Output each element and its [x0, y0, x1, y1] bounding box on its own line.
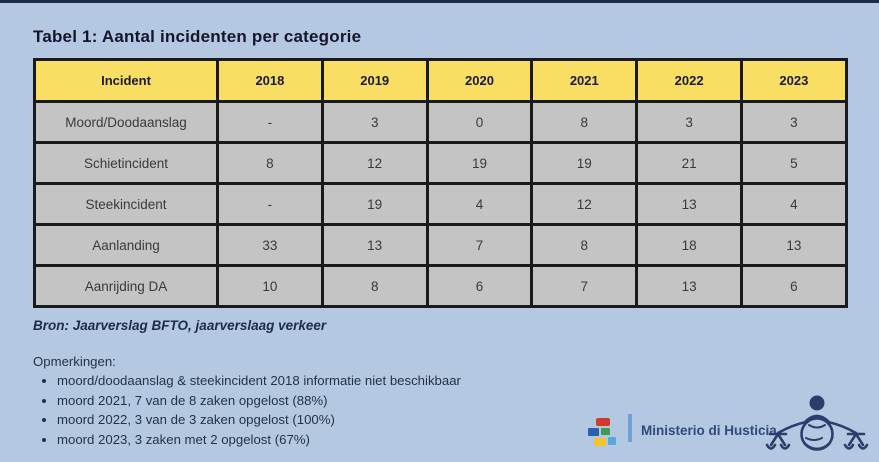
- column-header-2022: 2022: [635, 58, 743, 103]
- footer-brand: Ministerio di Husticia: [584, 388, 879, 451]
- cell-value: 33: [216, 223, 324, 267]
- cell-value: 3: [739, 100, 848, 144]
- cell-value: 19: [530, 141, 639, 185]
- row-label: Moord/Doodaanslag: [33, 100, 219, 144]
- table-row: Steekincident - 19 4 12 13 4: [33, 182, 848, 226]
- cell-value: 4: [739, 182, 848, 226]
- cell-value: 7: [530, 264, 639, 308]
- cell-value: 13: [635, 264, 743, 308]
- cell-value: 19: [320, 182, 429, 226]
- cell-value: -: [216, 100, 324, 144]
- cell-value: 8: [320, 264, 429, 308]
- column-header-2021: 2021: [530, 58, 639, 103]
- row-label: Aanrijding DA: [33, 264, 219, 308]
- cell-value: 0: [425, 100, 534, 144]
- justice-scales-emblem-icon: [765, 395, 869, 451]
- incident-table: Incident 2018 2019 2020 2021 2022 2023 M…: [33, 58, 848, 308]
- column-header-2020: 2020: [425, 58, 534, 103]
- cell-value: 6: [425, 264, 534, 308]
- table-row: Moord/Doodaanslag - 3 0 8 3 3: [33, 100, 848, 144]
- cell-value: 4: [425, 182, 534, 226]
- cell-value: -: [216, 182, 324, 226]
- column-header-2023: 2023: [739, 58, 848, 103]
- top-border-line: [0, 0, 879, 3]
- cell-value: 12: [320, 141, 429, 185]
- cell-value: 18: [635, 223, 743, 267]
- column-header-incident: Incident: [33, 58, 219, 103]
- column-header-2018: 2018: [216, 58, 324, 103]
- cell-value: 13: [635, 182, 743, 226]
- cell-value: 12: [530, 182, 639, 226]
- ministry-name: Ministerio di Husticia: [641, 423, 777, 438]
- page-title: Tabel 1: Aantal incidenten per categorie: [33, 27, 362, 46]
- cell-value: 3: [635, 100, 743, 144]
- cell-value: 7: [425, 223, 534, 267]
- table-row: Aanlanding 33 13 7 8 18 13: [33, 223, 848, 267]
- cell-value: 13: [739, 223, 848, 267]
- table-row: Aanrijding DA 10 8 6 7 13 6: [33, 264, 848, 308]
- row-label: Steekincident: [33, 182, 219, 226]
- row-label: Schietincident: [33, 141, 219, 185]
- note-item: moord 2021, 7 van de 8 zaken opgelost (8…: [57, 393, 461, 408]
- note-item: moord 2023, 3 zaken met 2 opgelost (67%): [57, 432, 461, 447]
- cell-value: 8: [530, 100, 639, 144]
- cell-value: 13: [320, 223, 429, 267]
- table-row: Schietincident 8 12 19 19 21 5: [33, 141, 848, 185]
- table-header-row: Incident 2018 2019 2020 2021 2022 2023: [33, 58, 848, 103]
- brand-divider: [628, 414, 632, 442]
- note-item: moord 2022, 3 van de 3 zaken opgelost (1…: [57, 412, 461, 427]
- cell-value: 19: [425, 141, 534, 185]
- cell-value: 8: [530, 223, 639, 267]
- cell-value: 6: [739, 264, 848, 308]
- cell-value: 3: [320, 100, 429, 144]
- cell-value: 10: [216, 264, 324, 308]
- cell-value: 8: [216, 141, 324, 185]
- row-label: Aanlanding: [33, 223, 219, 267]
- page: { "page": { "title": "Tabel 1: Aantal in…: [0, 0, 879, 443]
- notes-heading: Opmerkingen:: [33, 354, 116, 369]
- source-citation: Bron: Jaarverslag BFTO, jaarverslaag ver…: [33, 318, 327, 333]
- column-header-2019: 2019: [320, 58, 429, 103]
- cell-value: 21: [635, 141, 743, 185]
- cell-value: 5: [739, 141, 848, 185]
- notes-list: moord/doodaanslag & steekincident 2018 i…: [37, 373, 461, 451]
- note-item: moord/doodaanslag & steekincident 2018 i…: [57, 373, 461, 388]
